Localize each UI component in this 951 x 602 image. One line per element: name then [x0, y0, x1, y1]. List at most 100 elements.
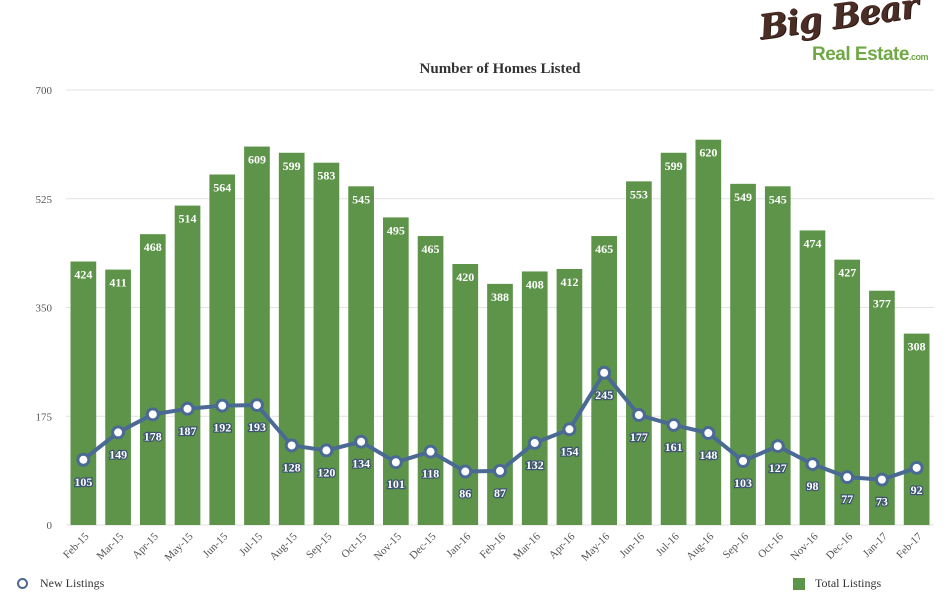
line-value-label: 77 [841, 492, 853, 506]
line-marker [458, 464, 473, 479]
line-marker [354, 434, 369, 449]
bar-value-label: 545 [769, 192, 787, 206]
line-marker [701, 426, 716, 441]
line-value-label: 132 [526, 458, 544, 472]
x-axis-ticks: Feb-15 Mar-15 Apr-15 May-15 Jun-15 Jul-15 Aug-… [61, 530, 925, 563]
line-marker [631, 408, 646, 423]
x-tick-label: Apr-15 [130, 530, 161, 561]
x-tick-label: Jul-16 [654, 530, 682, 558]
line-value-label: 149 [109, 447, 127, 461]
x-tick-label: Dec-15 [407, 530, 439, 562]
x-tick-label: Feb-15 [61, 530, 92, 561]
bar-value-label: 377 [873, 297, 891, 311]
x-tick-label: May-15 [163, 530, 196, 563]
line-value-label: 187 [179, 424, 197, 438]
bar-value-label: 308 [908, 340, 926, 354]
bar-value-label: 465 [595, 242, 613, 256]
line-value-label: 118 [422, 467, 439, 481]
line-marker [909, 460, 924, 475]
bar-value-label: 420 [456, 270, 474, 284]
bar [70, 261, 97, 525]
bar-value-label: 620 [699, 146, 717, 160]
bar [452, 264, 479, 525]
x-tick-label: Aug-15 [268, 530, 301, 563]
bar [556, 268, 583, 525]
x-tick-label: Jan-16 [444, 530, 474, 560]
line-marker [215, 398, 230, 413]
line-marker [840, 470, 855, 485]
bar [487, 283, 513, 525]
bar [139, 234, 166, 525]
y-axis-ticks: 0 175 350 525 700 [36, 85, 53, 532]
bar-value-label: 564 [213, 181, 231, 195]
logo-wordmark: Big Bear [756, 0, 921, 48]
logo-subtitle-text: Real Estate [812, 44, 909, 65]
bar-value-label: 465 [422, 242, 440, 256]
line-value-label: 92 [911, 483, 923, 497]
line-value-label: 101 [387, 477, 405, 491]
line-value-label: 245 [595, 388, 613, 402]
bar [591, 236, 618, 526]
line-value-label: 98 [806, 479, 818, 493]
line-marker [736, 453, 751, 468]
x-tick-label: Jun-16 [617, 530, 647, 560]
line-marker [423, 444, 438, 459]
y-tick-label: 175 [36, 411, 53, 423]
x-tick-label: Aug-16 [684, 530, 717, 563]
bar-value-label: 599 [283, 159, 301, 173]
line-value-label: 128 [283, 460, 301, 474]
line-value-label: 86 [459, 487, 471, 501]
bar [105, 269, 131, 525]
line-marker [319, 443, 334, 458]
line-marker [493, 463, 507, 478]
bar [382, 217, 409, 525]
x-tick-label: Jan-17 [861, 530, 891, 560]
x-tick-label: Apr-16 [547, 530, 578, 561]
bars [70, 139, 930, 526]
legend-total-listings: Total Listings [793, 576, 881, 591]
line-value-label: 105 [74, 475, 92, 489]
x-tick-label: Jul-15 [237, 530, 265, 558]
line-marker [180, 401, 195, 416]
line-marker [284, 438, 299, 453]
line-value-label: 127 [769, 461, 787, 475]
line-value-label: 148 [699, 448, 717, 462]
legend-line-marker-icon [17, 578, 28, 589]
line-value-label: 161 [665, 440, 683, 454]
line-labels: 105 149 178 187 192 193 128 120 134 101 118 86 87 132… [73, 387, 924, 510]
logo-suffix: .com [908, 52, 929, 62]
x-tick-label: Sep-15 [304, 530, 335, 561]
bar [660, 152, 687, 525]
line-marker [76, 452, 91, 467]
line-markers [76, 365, 924, 487]
bar [174, 205, 201, 526]
bar-value-label: 424 [74, 268, 92, 282]
line-value-label: 134 [352, 457, 370, 471]
bar [834, 259, 861, 525]
bar [626, 181, 652, 525]
bar [799, 230, 826, 525]
y-tick-label: 350 [36, 303, 53, 315]
bar-value-label: 553 [630, 187, 648, 201]
legend-new-listings: New Listings [17, 576, 104, 591]
bar-value-label: 545 [352, 192, 370, 206]
bar-value-label: 609 [248, 153, 266, 167]
bar [764, 186, 791, 526]
x-tick-label: Jun-15 [201, 530, 231, 560]
bar [903, 333, 930, 525]
bar [869, 290, 895, 525]
line-value-label: 103 [734, 476, 752, 490]
bar-labels: 424 411 468 514 564 609 599 583 545 495 465 420 388 4… [74, 146, 925, 354]
x-tick-label: Oct-15 [339, 530, 369, 560]
line-marker [597, 365, 612, 380]
line-value-label: 120 [317, 465, 335, 479]
company-logo: Big Bear Real Estate.com [756, 0, 936, 74]
chart-title: Number of Homes Listed [420, 61, 582, 77]
line-value-label: 193 [248, 420, 266, 434]
bar [244, 146, 270, 526]
x-tick-label: May-16 [579, 530, 612, 563]
x-tick-label: Feb-16 [478, 530, 509, 561]
y-tick-label: 0 [47, 520, 53, 532]
bar-value-label: 388 [491, 290, 509, 304]
